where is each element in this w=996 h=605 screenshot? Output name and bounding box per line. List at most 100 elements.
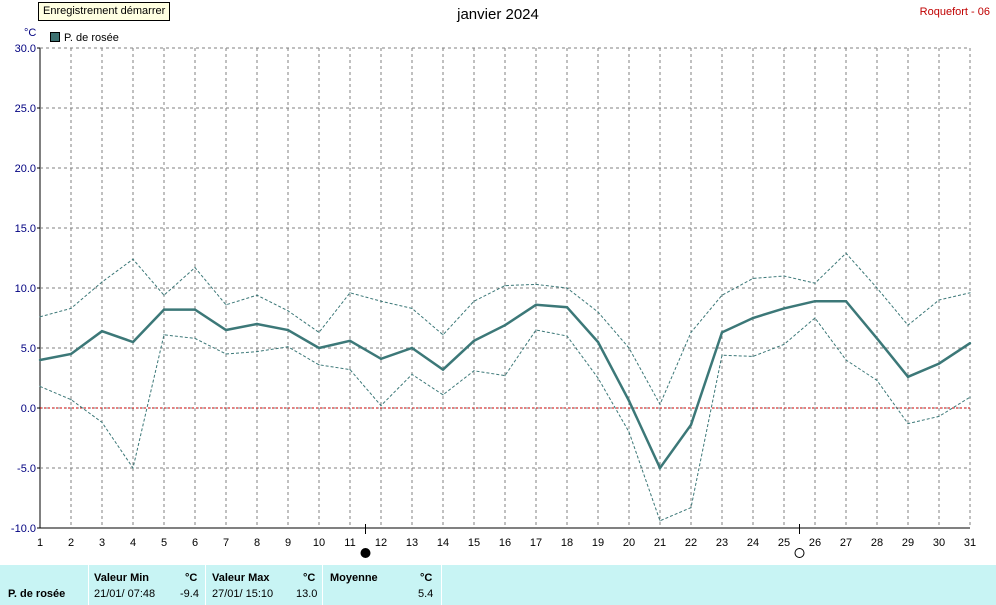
data-point-mean bbox=[131, 340, 135, 344]
data-point-min bbox=[349, 369, 351, 371]
data-point-min bbox=[163, 334, 165, 336]
avg-header: Moyenne bbox=[330, 572, 378, 584]
data-point-mean bbox=[534, 303, 538, 306]
y-tick-label: 5.0 bbox=[21, 343, 36, 355]
stats-footer: P. de rosée Valeur Min °C 21/01/ 07:48 -… bbox=[0, 565, 996, 605]
x-tick-label: 13 bbox=[406, 537, 418, 549]
data-point-max bbox=[504, 285, 506, 287]
data-point-max bbox=[39, 316, 41, 318]
x-tick-label: 19 bbox=[592, 537, 604, 549]
data-point-max bbox=[101, 281, 103, 283]
data-point-mean bbox=[813, 300, 817, 303]
data-point-mean bbox=[782, 307, 786, 310]
data-point-min bbox=[876, 379, 878, 381]
x-tick-label: 30 bbox=[933, 537, 945, 549]
data-point-mean bbox=[596, 340, 600, 344]
data-point-mean bbox=[441, 368, 445, 371]
data-point-max bbox=[318, 331, 320, 333]
data-point-mean bbox=[720, 331, 724, 334]
data-point-min bbox=[287, 346, 289, 348]
data-point-max bbox=[845, 252, 847, 254]
data-point-min bbox=[442, 394, 444, 396]
data-point-min bbox=[256, 351, 258, 353]
data-point-mean bbox=[410, 346, 414, 350]
data-point-max bbox=[349, 292, 351, 294]
full-moon-icon bbox=[794, 548, 805, 558]
x-tick-label: 25 bbox=[778, 537, 790, 549]
x-tick-label: 12 bbox=[375, 537, 387, 549]
min-header: Valeur Min bbox=[94, 572, 150, 584]
data-point-min bbox=[628, 431, 630, 433]
x-tick-label: 24 bbox=[747, 537, 759, 549]
data-point-min bbox=[938, 415, 940, 417]
legend-swatch bbox=[50, 32, 60, 42]
data-point-max bbox=[659, 403, 661, 405]
y-tick-label: 30.0 bbox=[15, 43, 36, 55]
data-point-mean bbox=[875, 337, 879, 340]
data-point-max bbox=[225, 304, 227, 306]
data-point-min bbox=[659, 520, 661, 522]
data-point-mean bbox=[162, 308, 166, 311]
min-value: -9.4 bbox=[180, 588, 199, 600]
data-point-mean bbox=[689, 423, 693, 426]
y-tick-label: 15.0 bbox=[15, 223, 36, 235]
x-tick-label: 7 bbox=[223, 537, 229, 549]
chart-title: janvier 2024 bbox=[457, 6, 539, 23]
data-point-min bbox=[225, 353, 227, 355]
data-point-mean bbox=[100, 330, 104, 333]
data-point-max bbox=[752, 277, 754, 279]
data-point-max bbox=[256, 294, 258, 296]
x-tick-label: 17 bbox=[530, 537, 542, 549]
max-header: Valeur Max bbox=[212, 572, 270, 584]
data-point-mean bbox=[658, 466, 662, 470]
data-point-max bbox=[473, 300, 475, 302]
data-point-max bbox=[597, 311, 599, 313]
min-time: 21/01/ 07:48 bbox=[94, 588, 156, 600]
x-tick-label: 31 bbox=[964, 537, 976, 549]
data-point-min bbox=[132, 467, 134, 469]
data-point-max bbox=[380, 300, 382, 302]
data-point-max bbox=[876, 287, 878, 289]
data-point-max bbox=[628, 347, 630, 349]
footer-series-label: P. de rosée bbox=[8, 588, 66, 600]
data-point-mean bbox=[844, 300, 848, 303]
data-point-mean bbox=[69, 352, 73, 356]
data-point-min bbox=[473, 370, 475, 372]
data-point-max bbox=[566, 287, 568, 289]
x-tick-label: 10 bbox=[313, 537, 325, 549]
data-point-mean bbox=[286, 328, 290, 332]
data-point-mean bbox=[627, 399, 631, 402]
x-tick-label: 8 bbox=[254, 537, 260, 549]
x-tick-label: 20 bbox=[623, 537, 635, 549]
data-point-min bbox=[318, 364, 320, 366]
x-tick-label: 26 bbox=[809, 537, 821, 549]
x-tick-label: 3 bbox=[99, 537, 105, 549]
y-tick-label: 20.0 bbox=[15, 163, 36, 175]
legend-label: P. de rosée bbox=[64, 32, 119, 44]
data-point-mean bbox=[38, 358, 42, 362]
data-point-max bbox=[411, 307, 413, 309]
x-tick-label: 2 bbox=[68, 537, 74, 549]
x-tick-label: 11 bbox=[344, 537, 355, 549]
x-tick-label: 14 bbox=[437, 537, 449, 549]
data-point-mean bbox=[379, 357, 383, 360]
record-start-button[interactable]: Enregistrement démarrer bbox=[38, 2, 171, 21]
footer-divider bbox=[322, 565, 323, 605]
y-tick-label: -10.0 bbox=[11, 523, 36, 535]
data-point-max bbox=[721, 294, 723, 296]
data-point-mean bbox=[255, 322, 259, 326]
data-point-max bbox=[70, 307, 72, 309]
data-point-max bbox=[907, 324, 909, 326]
data-point-max bbox=[442, 334, 444, 336]
data-point-mean bbox=[906, 375, 910, 378]
data-point-mean bbox=[751, 316, 755, 320]
series-line-max bbox=[39, 252, 971, 406]
data-point-min bbox=[194, 337, 196, 339]
x-tick-label: 23 bbox=[716, 537, 728, 549]
data-point-min bbox=[845, 359, 847, 361]
max-value: 13.0 bbox=[296, 588, 318, 600]
data-point-mean bbox=[968, 342, 972, 345]
y-tick-label: 0.0 bbox=[21, 403, 36, 415]
avg-unit: °C bbox=[420, 572, 433, 584]
data-point-mean bbox=[348, 339, 352, 342]
